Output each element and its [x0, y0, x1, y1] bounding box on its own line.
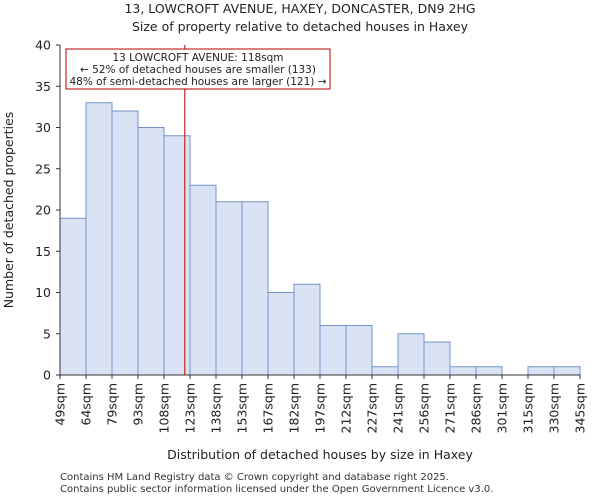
x-tick-label: 153sqm	[235, 383, 250, 433]
y-axis: 0 5 10 15 20 25 30 35 40	[35, 38, 61, 383]
annotation-box	[65, 48, 331, 90]
bar-256sqm	[423, 341, 451, 376]
bar-167sqm	[267, 292, 295, 376]
bar-212sqm	[345, 325, 373, 376]
x-tick-label: 227sqm	[365, 383, 380, 433]
x-tick-label: 167sqm	[261, 383, 276, 433]
bar-153sqm	[241, 201, 269, 376]
x-tick-label: 93sqm	[131, 383, 146, 426]
x-tick-label: 182sqm	[287, 383, 302, 433]
y-tick-label: 35	[35, 79, 51, 94]
x-tick-label: 241sqm	[391, 383, 406, 433]
x-tick-label: 271sqm	[443, 383, 458, 433]
x-axis-label: Distribution of detached houses by size …	[167, 447, 473, 462]
bar-64sqm	[85, 102, 113, 376]
x-tick-label: 315sqm	[521, 383, 536, 433]
y-axis-label: Number of detached properties	[1, 112, 16, 309]
annotation-line-1: 13 LOWCROFT AVENUE: 118sqm	[112, 52, 283, 64]
y-tick-label: 25	[35, 161, 51, 176]
x-axis: 49sqm 64sqm 79sqm 93sqm 108sqm 123sqm 138sqm 15…	[53, 374, 588, 433]
bar-108sqm	[163, 135, 191, 376]
bar-182sqm	[293, 283, 321, 376]
bar-315sqm	[527, 366, 555, 376]
x-tick-label: 49sqm	[53, 383, 68, 426]
x-tick-label: 64sqm	[79, 383, 94, 426]
y-tick-label: 5	[43, 326, 51, 341]
bar-49sqm	[59, 217, 87, 376]
chart-title: 13, LOWCROFT AVENUE, HAXEY, DONCASTER, D…	[124, 1, 476, 16]
y-tick-label: 10	[35, 285, 51, 300]
y-tick-label: 30	[35, 120, 51, 135]
bar-330sqm	[553, 366, 581, 376]
bar-227sqm	[371, 366, 399, 376]
x-tick-label: 345sqm	[573, 383, 588, 433]
chart-subtitle: Size of property relative to detached ho…	[131, 19, 469, 34]
y-tick-label: 20	[35, 203, 51, 218]
x-tick-label: 123sqm	[183, 383, 198, 433]
bar-241sqm	[397, 333, 425, 376]
bar-138sqm	[215, 201, 243, 376]
x-tick-label: 108sqm	[157, 383, 172, 433]
x-tick-label: 330sqm	[547, 383, 562, 433]
y-tick-label: 15	[35, 244, 51, 259]
footer-line-1: Contains HM Land Registry data © Crown c…	[60, 472, 449, 483]
bar-271sqm	[449, 366, 477, 376]
x-tick-label: 138sqm	[209, 383, 224, 433]
x-tick-label: 79sqm	[105, 383, 120, 426]
x-tick-label: 197sqm	[313, 383, 328, 433]
bars-group	[59, 102, 581, 376]
bar-197sqm	[319, 325, 347, 376]
y-tick-label: 40	[35, 38, 51, 53]
x-tick-label: 286sqm	[469, 383, 484, 433]
bar-79sqm	[111, 110, 139, 376]
x-tick-label: 256sqm	[417, 383, 432, 433]
annotation-line-2: ← 52% of detached houses are smaller (13…	[80, 64, 316, 76]
y-tick-label: 0	[43, 368, 51, 383]
x-tick-label: 212sqm	[339, 383, 354, 433]
x-tick-label: 301sqm	[495, 383, 510, 433]
bar-93sqm	[137, 127, 165, 376]
bar-123sqm	[189, 184, 217, 376]
annotation-line-3: 48% of semi-detached houses are larger (…	[70, 76, 327, 88]
bar-286sqm	[475, 366, 503, 376]
footer-line-2: Contains public sector information licen…	[60, 484, 494, 495]
